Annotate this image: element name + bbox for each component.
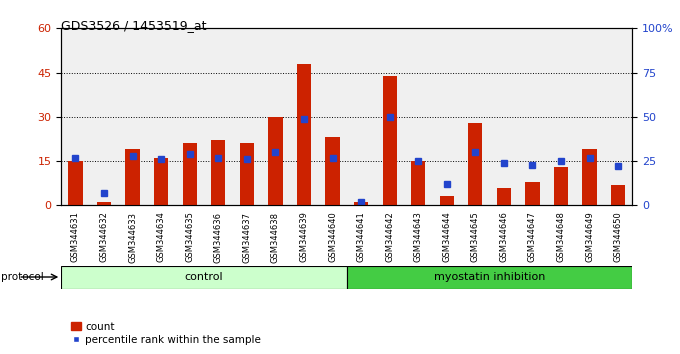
Bar (525, 182, 539, 205)
Bar (61, 266, 347, 289)
Bar (411, 161, 425, 205)
Bar (496, 188, 511, 205)
Bar (354, 202, 368, 205)
Bar (611, 185, 625, 205)
Bar (125, 149, 139, 205)
Bar (347, 266, 632, 289)
Text: GDS3526 / 1453519_at: GDS3526 / 1453519_at (61, 19, 207, 33)
Bar (182, 143, 197, 205)
Bar (268, 117, 282, 205)
Bar (325, 137, 339, 205)
Bar (97, 202, 111, 205)
Text: myostatin inhibition: myostatin inhibition (434, 272, 545, 282)
Bar (468, 123, 482, 205)
Bar (68, 161, 82, 205)
Bar (382, 75, 396, 205)
Bar (211, 141, 225, 205)
Text: protocol: protocol (1, 272, 44, 282)
Bar (154, 158, 168, 205)
Bar (296, 64, 311, 205)
Bar (582, 149, 596, 205)
Bar (439, 196, 454, 205)
Legend: count, percentile rank within the sample: count, percentile rank within the sample (67, 317, 265, 349)
Text: control: control (185, 272, 223, 282)
Bar (554, 167, 568, 205)
Bar (239, 143, 254, 205)
